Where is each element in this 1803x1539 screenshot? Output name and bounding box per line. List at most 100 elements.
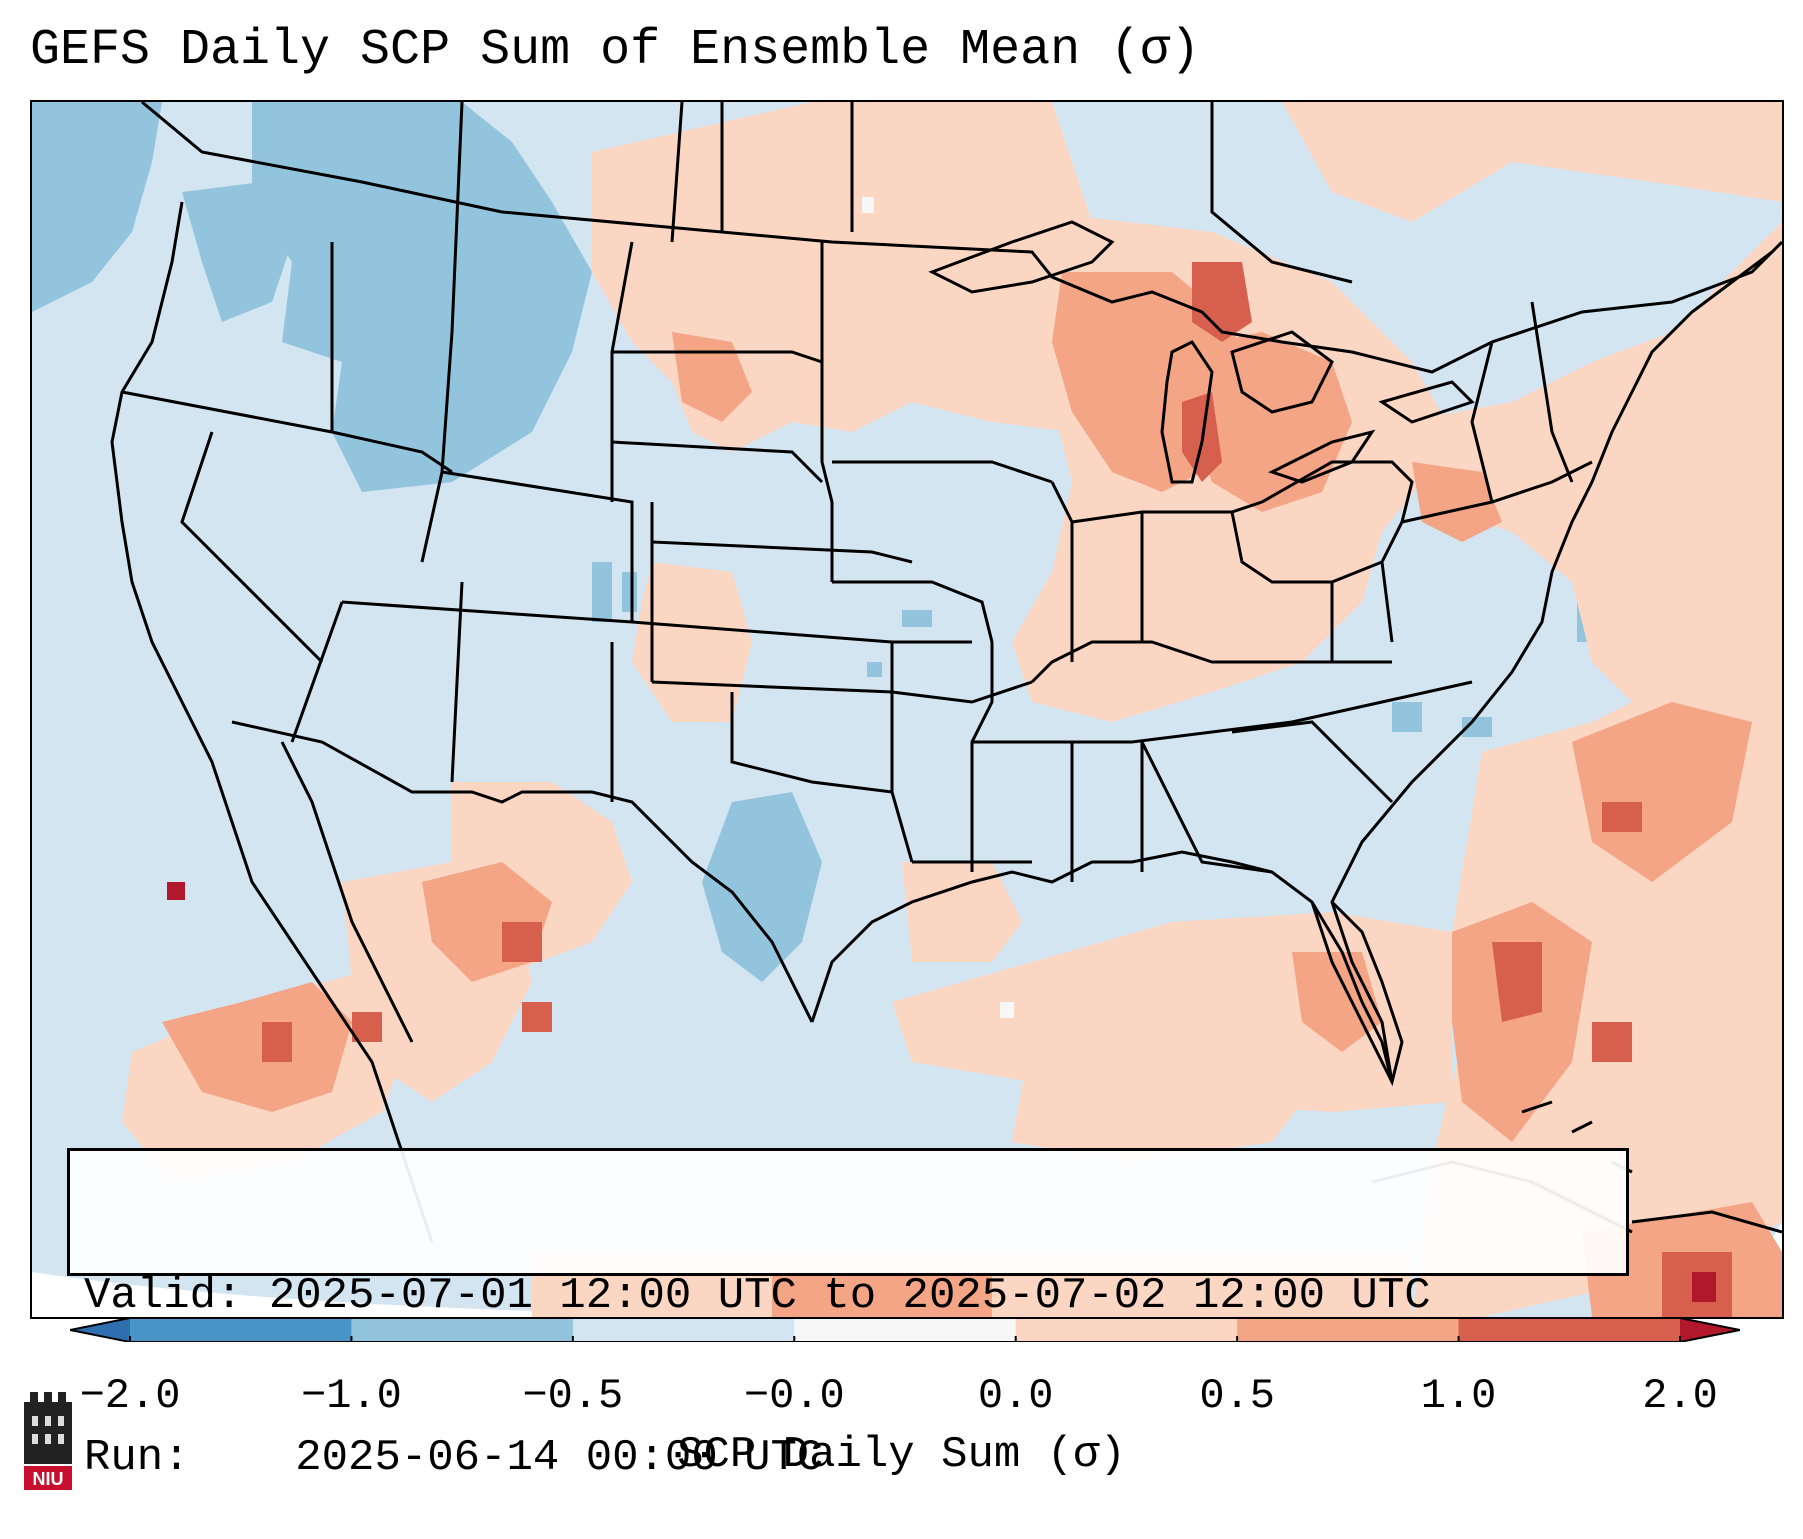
colorbar-tick-label: −1.0 [301,1372,402,1420]
boundary-mexico-us [231,720,814,1023]
run-label: Run: [84,1433,190,1483]
region-gulf-offshore [1012,1022,1332,1162]
colorbar-bin [1237,1318,1460,1342]
region-gulf-stream-core [1492,942,1542,1022]
logo-building-icon [24,1402,72,1464]
valid-row: Valid: 2025-07-01 12:00 UTC to 2025-07-0… [84,1269,1612,1323]
boundary-lake-superior [928,220,1115,294]
boundary-state-29 [1231,720,1394,804]
region-gulf-stream [1452,902,1592,1142]
projection-edge [32,1272,932,1317]
boundary-florida [1310,900,1404,1087]
boundary-state-24 [1030,640,1392,684]
region-bottom-hot [772,1272,992,1317]
valid-value: 2025-07-01 12:00 UTC to 2025-07-02 12:00… [268,1271,1431,1321]
colorbar-tick-label: 1.0 [1420,1372,1497,1420]
boundary-state-31 [1071,500,1263,524]
region-idaho-montana [252,102,592,492]
boundary-state-21 [890,642,914,863]
colorbar-tick-label: −2.0 [79,1372,181,1420]
boundary-state-4 [180,431,324,664]
region-mexico-extreme [167,882,185,900]
boundary-state-3 [420,102,464,563]
colorbar-label: SCP Daily Sum (σ) [677,1430,1126,1480]
colorbar-bin [572,1318,795,1342]
region-canada-east [1282,102,1782,222]
region-kansas-specks [867,610,932,677]
boundary-state-5 [341,600,972,644]
region-caribbean-extreme [1692,1272,1716,1302]
boundary-state-11 [650,502,913,564]
region-southeast-core [1592,1022,1632,1062]
region-west-texas [702,792,822,982]
boundary-state-20 [832,580,994,643]
boundary-state-14 [290,601,344,743]
colorbar-bin [351,1318,574,1342]
boundary-state-18 [820,242,834,582]
boundary-state-13 [450,581,464,783]
boundary-state-17 [730,692,893,794]
boundary-caribbean [1631,1210,1782,1234]
colorbar-extend-low [70,1318,130,1342]
colorbar-extend-high [1680,1318,1740,1342]
boundary-state-10 [611,440,824,484]
negative-anomaly-regions [32,102,1607,982]
colorbar-tick-label: 0.5 [1199,1372,1275,1420]
logo-text: NIU [33,1469,64,1489]
boundary-baja [280,741,414,1043]
region-pacific-northwest [32,102,162,312]
region-pennsylvania [1412,462,1502,542]
boundary-lake-huron [1230,330,1334,414]
colorbar-bin [1015,1318,1238,1342]
valid-label: Valid: [84,1271,243,1321]
boundary-state-36 [1530,301,1574,483]
validity-info-box: Valid: 2025-07-01 12:00 UTC to 2025-07-0… [67,1148,1629,1483]
chart-title: GEFS Daily SCP Sum of Ensemble Mean (σ) [30,22,1201,79]
colorbar-tick-label: 0.0 [977,1372,1054,1420]
colorbar-bin [1458,1318,1681,1342]
boundary-lake-erie [1268,429,1376,484]
boundary-state-8 [670,102,684,243]
map-canvas [32,102,1782,1317]
colorbar-tick-label: −0.5 [522,1372,624,1420]
run-value: 2025-06-14 00:00 UTC [295,1433,824,1483]
boundary-state-37 [1380,561,1394,643]
region-michigan-core [1192,262,1252,342]
boundary-west-coast [110,201,434,1243]
boundary-state-25 [972,680,1473,744]
run-row: Run: 2025-06-14 00:00 UTC [84,1431,1612,1485]
boundary-lake-ontario [1378,380,1475,424]
boundary-east-coast [1330,250,1773,1083]
boundary-state-33 [1230,460,1414,584]
boundary-state-23 [970,642,994,872]
region-southdakota [672,332,752,422]
colorbar-bin [794,1318,1017,1342]
boundary-state-1 [121,390,453,474]
boundary-lake-michigan [1160,340,1214,484]
region-sonora-core [502,922,552,1032]
region-wa-or [182,182,292,322]
boundary-state-16 [651,680,1033,704]
boundary-canada-us [141,102,1782,374]
region-atlantic-offshore [1572,702,1752,882]
colorbar-tick-label: 2.0 [1642,1372,1718,1420]
boundary-state-35 [1470,341,1494,503]
boundary-state-19 [832,460,1053,484]
region-louisiana [902,862,1022,962]
boundary-state-9 [612,350,823,364]
region-mexico-core [262,1012,382,1062]
region-colorado-specks [592,562,637,622]
colorbar-bin [130,1318,352,1342]
boundary-gulf-coast [810,850,1394,1083]
map-panel [30,100,1784,1319]
boundary-canada-1 [1210,102,1353,284]
near-zero-specks [862,197,1014,1018]
colorbar-tick-label: −0.0 [743,1372,845,1420]
boundary-state-28 [1140,741,1273,874]
region-northeast [1402,222,1782,722]
extreme-positive-regions [167,882,1716,1302]
niu-logo: NIU [24,1392,72,1490]
boundary-state-6 [441,470,634,622]
region-mexico-southwest [162,982,352,1112]
colorbar [70,1318,1740,1342]
